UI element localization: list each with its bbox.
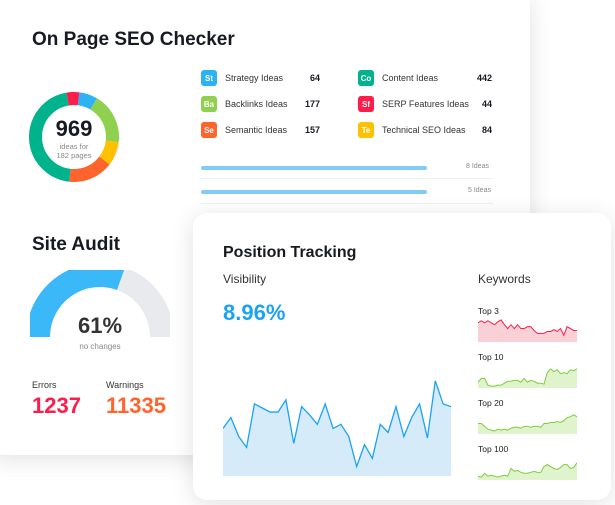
ideas-row-label: 5 Ideas — [468, 187, 491, 194]
seo-checker-title: On Page SEO Checker — [32, 29, 235, 50]
idea-legend-item: Ba Backlinks Ideas — [201, 96, 288, 112]
errors-label: Errors — [32, 380, 57, 390]
ideas-caption-1: ideas for — [59, 142, 89, 151]
idea-label: Semantic Ideas — [225, 125, 288, 135]
area-fill — [478, 462, 577, 480]
area-fill — [478, 319, 577, 342]
keyword-sparkline — [478, 462, 577, 480]
series-line — [223, 380, 451, 469]
series-line — [478, 319, 577, 337]
audit-caption: no changes — [79, 342, 121, 351]
errors-count: 1237 — [32, 393, 81, 418]
warnings-count: 11335 — [106, 393, 166, 418]
idea-badge: Te — [358, 122, 374, 138]
series-line — [478, 462, 577, 478]
idea-label: SERP Features Ideas — [382, 99, 469, 109]
idea-count: 157 — [304, 125, 320, 135]
tracking-title: Position Tracking — [223, 244, 357, 261]
warnings-label: Warnings — [106, 380, 144, 390]
idea-legend-item: Sf SERP Features Ideas — [358, 96, 469, 112]
keywords-label: Keywords — [478, 272, 531, 286]
idea-count: 44 — [481, 99, 492, 109]
divider — [201, 203, 493, 204]
donut-slice — [66, 92, 80, 106]
ideas-row-bar — [201, 190, 427, 194]
ideas-row-label: 8 Ideas — [466, 163, 489, 170]
donut-slice — [69, 156, 110, 182]
idea-count: 442 — [476, 73, 492, 83]
keyword-sparkline — [478, 368, 577, 388]
visibility-value: 8.96% — [223, 300, 286, 325]
idea-legend-item: Te Technical SEO Ideas — [358, 122, 466, 138]
idea-badge: Sf — [358, 96, 374, 112]
donut-slice — [77, 92, 97, 110]
donut-slice — [99, 140, 119, 165]
idea-legend-item: Co Content Ideas — [358, 70, 438, 86]
ideas-row-bar — [201, 166, 427, 170]
visibility-label: Visibility — [223, 272, 267, 286]
keyword-label: Top 3 — [478, 306, 499, 316]
keyword-label: Top 10 — [478, 352, 504, 362]
idea-badge: St — [201, 70, 217, 86]
series-line — [478, 368, 577, 387]
idea-label: Backlinks Ideas — [225, 99, 288, 109]
idea-count: 84 — [481, 125, 492, 135]
donut-slice — [90, 98, 119, 143]
audit-percent: 61% — [77, 313, 123, 338]
idea-count: 177 — [304, 99, 320, 109]
area-fill — [478, 368, 577, 388]
idea-label: Strategy Ideas — [225, 73, 284, 83]
donut-slice — [29, 92, 71, 182]
divider — [201, 178, 493, 179]
idea-count: 64 — [309, 73, 320, 83]
ideas-donut — [29, 92, 119, 182]
keyword-label: Top 100 — [478, 444, 509, 454]
visibility-chart — [223, 380, 451, 476]
area-fill — [478, 414, 577, 434]
keyword-sparkline — [478, 414, 577, 434]
keyword-label: Top 20 — [478, 398, 504, 408]
idea-label: Content Ideas — [382, 73, 439, 83]
ideas-caption-2: 182 pages — [56, 151, 92, 160]
audit-gauge — [30, 270, 170, 338]
idea-badge: Ba — [201, 96, 217, 112]
ideas-total: 969 — [55, 116, 93, 141]
idea-legend-item: Se Semantic Ideas — [201, 122, 287, 138]
area-fill — [223, 380, 451, 476]
gauge-fill — [30, 270, 125, 338]
idea-badge: Se — [201, 122, 217, 138]
keyword-sparkline — [478, 319, 577, 342]
site-audit-title: Site Audit — [32, 234, 120, 255]
idea-label: Technical SEO Ideas — [382, 125, 466, 135]
series-line — [478, 414, 577, 432]
idea-badge: Co — [358, 70, 374, 86]
idea-legend-item: St Strategy Ideas — [201, 70, 283, 86]
